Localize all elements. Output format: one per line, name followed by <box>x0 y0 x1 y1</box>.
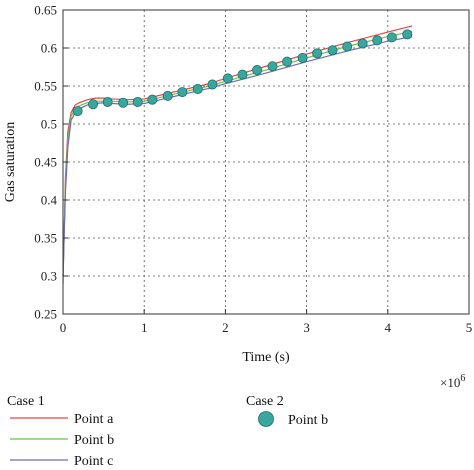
ticks: 0 1 2 3 4 5 0.25 0.3 0.35 0.4 0.45 0.5 0.55 0.6 0.65 <box>34 3 472 336</box>
y-tick-label: 0.5 <box>41 117 57 132</box>
y-tick-label: 0.25 <box>34 307 57 322</box>
legend-items: Point a Point b Point c Point b <box>10 411 328 469</box>
legend-label-case-1-point-a: Point a <box>74 412 114 427</box>
series-point-case-2-point-b <box>402 29 413 40</box>
series-line-case-1-point-c <box>62 36 413 277</box>
series-point-case-2-point-b <box>118 97 129 108</box>
series-point-case-2-point-b <box>207 79 218 90</box>
series-point-case-2-point-b <box>342 41 353 52</box>
series-line-case-1-point-b <box>62 30 413 277</box>
y-tick-label: 0.4 <box>41 193 58 208</box>
series-layer <box>62 25 413 284</box>
grid <box>63 10 469 314</box>
y-tick-label: 0.45 <box>34 155 57 170</box>
y-axis-label: Gas saturation <box>3 122 18 202</box>
x-axis-multiplier: ×106 <box>440 373 465 390</box>
x-tick-label: 5 <box>466 320 473 335</box>
series-point-case-2-point-b <box>162 90 173 101</box>
y-tick-label: 0.55 <box>34 79 57 94</box>
series-point-case-2-point-b <box>177 87 188 98</box>
legend-case1-title: Case 1 <box>7 394 45 409</box>
x-tick-label: 0 <box>60 320 67 335</box>
legend-case2-title: Case 2 <box>246 394 284 409</box>
series-point-case-2-point-b <box>252 65 263 76</box>
series-point-case-2-point-b <box>192 84 203 95</box>
series-point-case-2-point-b <box>327 45 338 56</box>
series-point-case-2-point-b <box>102 96 113 107</box>
series-point-case-2-point-b <box>312 48 323 59</box>
series-point-case-2-point-b <box>282 56 293 67</box>
legend-label-case-1-point-b: Point b <box>74 433 114 448</box>
legend-label-case-2-point-b: Point b <box>288 413 328 428</box>
series-point-case-2-point-b <box>147 94 158 105</box>
series-point-case-2-point-b <box>386 32 397 43</box>
series-point-case-2-point-b <box>357 38 368 49</box>
x-axis-label: Time (s) <box>242 350 290 365</box>
y-tick-label: 0.6 <box>41 41 58 56</box>
x-multiplier-base: ×10 <box>440 375 460 390</box>
x-tick-label: 4 <box>385 320 392 335</box>
series-point-case-2-point-b <box>267 61 278 72</box>
legend-label-case-1-point-c: Point c <box>74 454 113 469</box>
series-point-case-2-point-b <box>297 52 308 63</box>
series-point-case-2-point-b <box>132 96 143 107</box>
x-multiplier-exponent: 6 <box>460 373 465 384</box>
y-tick-label: 0.35 <box>34 231 57 246</box>
series-point-case-2-point-b <box>222 73 233 84</box>
series-point-case-2-point-b <box>372 35 383 46</box>
x-tick-label: 2 <box>222 320 229 335</box>
legend-swatch-case-2-point-b <box>258 411 274 427</box>
series-point-case-2-point-b <box>88 99 99 110</box>
series-point-case-2-point-b <box>237 69 248 80</box>
series-line-case-1-point-a <box>62 25 413 284</box>
y-tick-label: 0.65 <box>34 3 57 18</box>
x-tick-label: 1 <box>141 320 148 335</box>
x-tick-label: 3 <box>303 320 310 335</box>
y-tick-label: 0.3 <box>41 269 57 284</box>
series-point-case-2-point-b <box>72 106 83 117</box>
